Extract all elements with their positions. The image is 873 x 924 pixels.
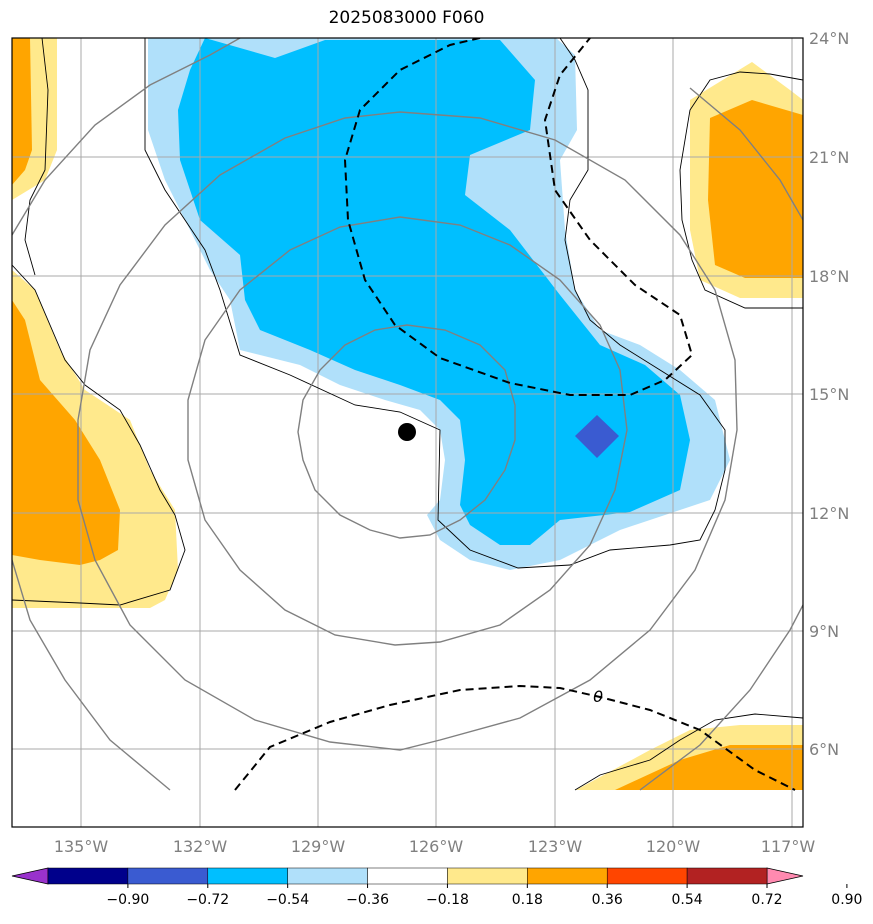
colorbar-min-extend xyxy=(11,867,49,885)
lat-label-21n: 21°N xyxy=(809,148,849,167)
positive-anomaly-southeast-core xyxy=(615,745,803,790)
colorbar-tick-label: 0.18 xyxy=(512,892,543,908)
lat-label-9n: 9°N xyxy=(809,622,839,641)
colorbar-swatch xyxy=(686,867,768,885)
positive-anomaly-northeast-core xyxy=(708,100,803,278)
colorbar-swatch xyxy=(207,867,288,885)
colorbar: −0.90 −0.72 −0.54 −0.36 −0.18 0.18 0.36 0.54 0.7… xyxy=(11,867,862,908)
contour-label-zero: 0 xyxy=(593,687,603,706)
graticule xyxy=(12,38,803,827)
colorbar-tick-label: 0.72 xyxy=(751,892,782,908)
outline-southeast xyxy=(574,713,803,791)
outline-northeast xyxy=(679,71,803,309)
colorbar-swatch xyxy=(606,867,688,885)
colorbar-tick-label: −0.54 xyxy=(266,892,309,908)
colorbar-swatch xyxy=(127,867,209,885)
positive-anomaly-northwest-core xyxy=(12,38,32,185)
outline-negative xyxy=(144,38,726,569)
colorbar-swatch xyxy=(447,867,528,885)
ring-2 xyxy=(187,216,628,646)
colorbar-max-extend xyxy=(766,867,804,885)
storm-center-marker xyxy=(398,423,416,441)
ring-4-east xyxy=(689,87,803,221)
colorbar-swatch xyxy=(287,867,368,885)
zero-contours xyxy=(234,38,796,791)
range-rings xyxy=(12,38,803,791)
colorbar-tick-label: 0.54 xyxy=(672,892,703,908)
lon-label-123w: 123°W xyxy=(528,837,583,856)
colorbar-tick-label: −0.72 xyxy=(186,892,229,908)
negative-anomaly-inner xyxy=(178,38,690,545)
map-title: 2025083000 F060 xyxy=(328,8,485,28)
lon-label-126w: 126°W xyxy=(409,837,464,856)
zero-contour-north xyxy=(343,38,694,396)
lat-label-6n: 6°N xyxy=(809,740,839,759)
colorbar-tick-label: 0.36 xyxy=(592,892,623,908)
blue-diamond-marker xyxy=(575,415,619,458)
lat-label-24n: 24°N xyxy=(809,29,849,48)
colorbar-tick-label: 0.90 xyxy=(831,892,862,908)
ring-4-south xyxy=(12,559,171,791)
colorbar-tick-label: −0.36 xyxy=(346,892,389,908)
lon-label-135w: 135°W xyxy=(54,837,109,856)
positive-anomaly-west-core xyxy=(12,300,120,565)
outline-northwest xyxy=(24,38,49,276)
colorbar-swatch xyxy=(527,867,608,885)
map-frame xyxy=(11,37,804,828)
colorbar-tick-label: −0.18 xyxy=(426,892,469,908)
lon-label-132w: 132°W xyxy=(173,837,228,856)
lon-label-129w: 129°W xyxy=(291,837,346,856)
colorbar-tick-label: −0.90 xyxy=(106,892,149,908)
ring-4 xyxy=(12,38,241,236)
lat-label-18n: 18°N xyxy=(809,267,849,286)
colorbar-swatch xyxy=(367,867,448,885)
zero-contour-south xyxy=(234,684,796,791)
colorbar-swatch xyxy=(47,867,129,885)
lat-label-15n: 15°N xyxy=(809,385,849,404)
ring-4-southeast xyxy=(639,604,803,791)
lon-label-120w: 120°W xyxy=(646,837,701,856)
ring-3 xyxy=(77,111,738,751)
lon-label-117w: 117°W xyxy=(761,837,816,856)
lat-label-12n: 12°N xyxy=(809,504,849,523)
